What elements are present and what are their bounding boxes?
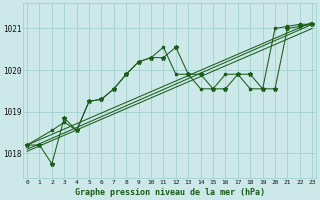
X-axis label: Graphe pression niveau de la mer (hPa): Graphe pression niveau de la mer (hPa) bbox=[75, 188, 265, 197]
